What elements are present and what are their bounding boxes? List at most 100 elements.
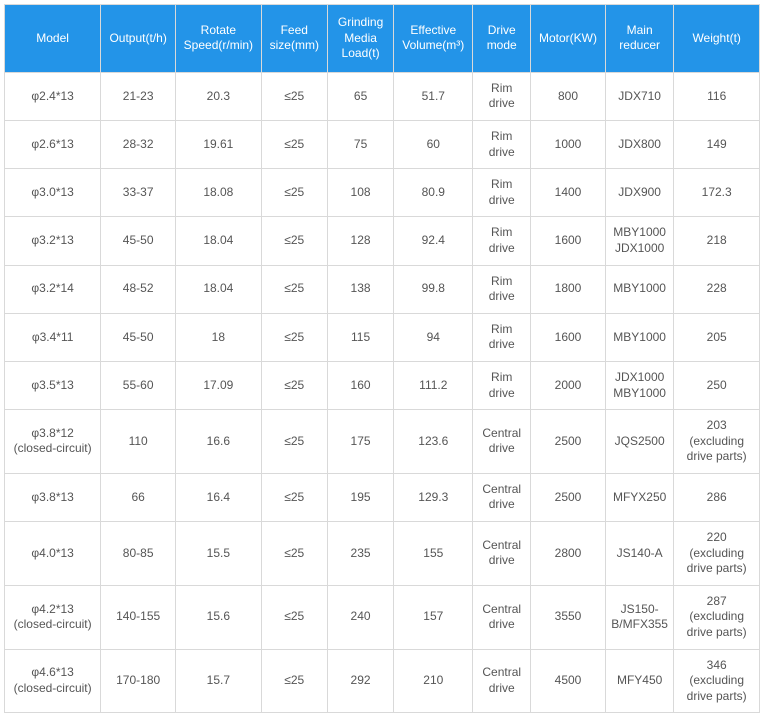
table-cell: JDX900 bbox=[605, 169, 673, 217]
table-cell: φ3.8*12 (closed-circuit) bbox=[5, 410, 101, 474]
table-row: φ3.8*136616.4≤25195129.3Central drive250… bbox=[5, 473, 760, 521]
table-cell: ≤25 bbox=[261, 217, 327, 265]
table-cell: Rim drive bbox=[473, 72, 531, 120]
table-row: φ4.0*1380-8515.5≤25235155Central drive28… bbox=[5, 522, 760, 586]
col-header-9: Weight(t) bbox=[674, 5, 760, 73]
table-cell: 15.7 bbox=[176, 649, 262, 713]
table-cell: 115 bbox=[327, 313, 393, 361]
table-row: φ2.4*1321-2320.3≤256551.7Rim drive800JDX… bbox=[5, 72, 760, 120]
table-cell: JQS2500 bbox=[605, 410, 673, 474]
table-cell: 1000 bbox=[531, 120, 606, 168]
table-cell: 240 bbox=[327, 585, 393, 649]
table-cell: Central drive bbox=[473, 585, 531, 649]
table-cell: φ3.2*13 bbox=[5, 217, 101, 265]
table-cell: φ2.6*13 bbox=[5, 120, 101, 168]
table-cell: 286 bbox=[674, 473, 760, 521]
table-cell: ≤25 bbox=[261, 120, 327, 168]
table-cell: 292 bbox=[327, 649, 393, 713]
table-cell: 108 bbox=[327, 169, 393, 217]
col-header-6: Drive mode bbox=[473, 5, 531, 73]
table-cell: JDX1000 MBY1000 bbox=[605, 361, 673, 409]
table-cell: 172.3 bbox=[674, 169, 760, 217]
table-cell: 140-155 bbox=[101, 585, 176, 649]
table-cell: 16.4 bbox=[176, 473, 262, 521]
table-cell: ≤25 bbox=[261, 410, 327, 474]
table-cell: 195 bbox=[327, 473, 393, 521]
table-cell: JDX800 bbox=[605, 120, 673, 168]
table-cell: 17.09 bbox=[176, 361, 262, 409]
table-cell: 110 bbox=[101, 410, 176, 474]
table-cell: MFY450 bbox=[605, 649, 673, 713]
table-cell: 45-50 bbox=[101, 313, 176, 361]
table-cell: 33-37 bbox=[101, 169, 176, 217]
table-cell: JDX710 bbox=[605, 72, 673, 120]
table-cell: 18 bbox=[176, 313, 262, 361]
table-cell: 2500 bbox=[531, 473, 606, 521]
table-cell: 80.9 bbox=[394, 169, 473, 217]
table-cell: 1600 bbox=[531, 313, 606, 361]
table-cell: 28-32 bbox=[101, 120, 176, 168]
table-cell: 1400 bbox=[531, 169, 606, 217]
table-row: φ4.6*13 (closed-circuit)170-18015.7≤2529… bbox=[5, 649, 760, 713]
table-cell: 80-85 bbox=[101, 522, 176, 586]
table-cell: 55-60 bbox=[101, 361, 176, 409]
table-cell: 218 bbox=[674, 217, 760, 265]
table-cell: 16.6 bbox=[176, 410, 262, 474]
col-header-5: Effective Volume(m³) bbox=[394, 5, 473, 73]
table-cell: ≤25 bbox=[261, 313, 327, 361]
table-row: φ3.2*1448-5218.04≤2513899.8Rim drive1800… bbox=[5, 265, 760, 313]
table-cell: Rim drive bbox=[473, 361, 531, 409]
table-cell: Rim drive bbox=[473, 169, 531, 217]
table-cell: 138 bbox=[327, 265, 393, 313]
table-cell: φ3.5*13 bbox=[5, 361, 101, 409]
table-cell: ≤25 bbox=[261, 265, 327, 313]
table-cell: 210 bbox=[394, 649, 473, 713]
table-cell: φ4.6*13 (closed-circuit) bbox=[5, 649, 101, 713]
table-cell: ≤25 bbox=[261, 522, 327, 586]
table-cell: 20.3 bbox=[176, 72, 262, 120]
table-cell: 250 bbox=[674, 361, 760, 409]
table-cell: 48-52 bbox=[101, 265, 176, 313]
table-cell: 157 bbox=[394, 585, 473, 649]
table-cell: ≤25 bbox=[261, 473, 327, 521]
table-cell: 75 bbox=[327, 120, 393, 168]
table-cell: Rim drive bbox=[473, 217, 531, 265]
table-cell: 111.2 bbox=[394, 361, 473, 409]
table-row: φ3.4*1145-5018≤2511594Rim drive1600MBY10… bbox=[5, 313, 760, 361]
col-header-1: Output(t/h) bbox=[101, 5, 176, 73]
table-row: φ3.8*12 (closed-circuit)11016.6≤25175123… bbox=[5, 410, 760, 474]
table-cell: 45-50 bbox=[101, 217, 176, 265]
table-cell: JS140-A bbox=[605, 522, 673, 586]
table-cell: 116 bbox=[674, 72, 760, 120]
table-cell: ≤25 bbox=[261, 585, 327, 649]
table-cell: 99.8 bbox=[394, 265, 473, 313]
col-header-8: Main reducer bbox=[605, 5, 673, 73]
col-header-0: Model bbox=[5, 5, 101, 73]
table-cell: 51.7 bbox=[394, 72, 473, 120]
table-row: φ3.5*1355-6017.09≤25160111.2Rim drive200… bbox=[5, 361, 760, 409]
table-row: φ3.2*1345-5018.04≤2512892.4Rim drive1600… bbox=[5, 217, 760, 265]
col-header-2: Rotate Speed(r/min) bbox=[176, 5, 262, 73]
table-cell: 60 bbox=[394, 120, 473, 168]
table-cell: φ3.2*14 bbox=[5, 265, 101, 313]
table-cell: 220 (excluding drive parts) bbox=[674, 522, 760, 586]
table-body: φ2.4*1321-2320.3≤256551.7Rim drive800JDX… bbox=[5, 72, 760, 713]
table-cell: Rim drive bbox=[473, 265, 531, 313]
table-header-row: ModelOutput(t/h)Rotate Speed(r/min)Feed … bbox=[5, 5, 760, 73]
table-cell: 287 (excluding drive parts) bbox=[674, 585, 760, 649]
table-cell: 155 bbox=[394, 522, 473, 586]
table-cell: φ4.0*13 bbox=[5, 522, 101, 586]
table-cell: 235 bbox=[327, 522, 393, 586]
table-cell: φ2.4*13 bbox=[5, 72, 101, 120]
table-row: φ2.6*1328-3219.61≤257560Rim drive1000JDX… bbox=[5, 120, 760, 168]
table-cell: 2800 bbox=[531, 522, 606, 586]
table-cell: φ3.0*13 bbox=[5, 169, 101, 217]
table-cell: 18.04 bbox=[176, 265, 262, 313]
table-cell: 15.6 bbox=[176, 585, 262, 649]
table-cell: MBY1000 bbox=[605, 313, 673, 361]
table-cell: 1600 bbox=[531, 217, 606, 265]
table-row: φ4.2*13 (closed-circuit)140-15515.6≤2524… bbox=[5, 585, 760, 649]
table-cell: Central drive bbox=[473, 410, 531, 474]
table-cell: MBY1000 JDX1000 bbox=[605, 217, 673, 265]
table-cell: ≤25 bbox=[261, 361, 327, 409]
